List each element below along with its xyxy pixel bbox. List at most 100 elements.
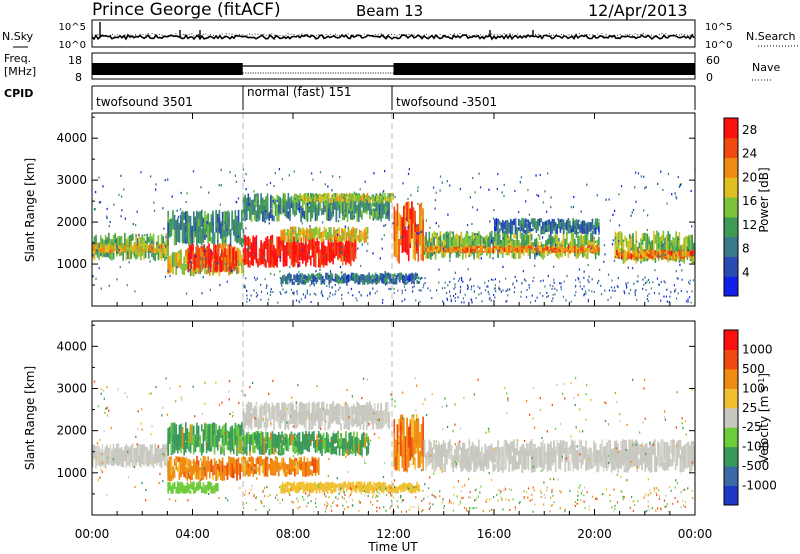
power-noise-cell — [473, 284, 475, 287]
power-cell — [386, 274, 388, 282]
power-noise-cell — [479, 186, 482, 189]
velocity-cell — [295, 440, 298, 447]
power-cell — [304, 275, 307, 279]
power-cell — [376, 281, 379, 284]
power-cell — [405, 282, 407, 285]
power-cell — [341, 231, 343, 240]
velocity-cell — [96, 444, 99, 457]
power-cell — [574, 248, 576, 252]
velocity-cell — [282, 401, 285, 418]
power-cell — [128, 235, 131, 243]
power-noise-cell — [525, 279, 527, 282]
velocity-cell — [300, 444, 302, 456]
velocity-cell — [239, 424, 241, 437]
power-noise-cell — [288, 212, 291, 215]
velocity-cell — [188, 486, 190, 494]
velocity-cell — [319, 437, 322, 454]
power-cell — [371, 195, 373, 198]
power-noise-cell — [309, 284, 311, 287]
power-cell — [324, 245, 326, 259]
power-noise-cell — [597, 281, 599, 285]
power-cell — [458, 251, 461, 254]
power-cell — [516, 247, 519, 254]
power-cell — [184, 211, 187, 224]
power-cell — [304, 193, 306, 198]
power-cell — [160, 244, 163, 249]
velocity-cell — [329, 448, 331, 454]
velocity-cell — [213, 488, 216, 494]
power-noise-cell — [512, 283, 514, 286]
power-noise-cell — [155, 183, 157, 186]
power-noise-cell — [306, 289, 308, 292]
power-noise-cell — [459, 288, 462, 291]
velocity-cell — [104, 446, 107, 457]
power-noise-cell — [401, 300, 403, 303]
power-noise-cell — [534, 244, 537, 248]
power-cell — [277, 236, 280, 257]
power-cell — [351, 238, 354, 248]
power-cell — [354, 275, 356, 283]
velocity-cell — [359, 439, 362, 456]
power-noise-cell — [487, 290, 489, 293]
power-noise-cell — [355, 297, 357, 300]
power-cell — [235, 251, 238, 261]
power-noise-cell — [671, 243, 673, 246]
power-noise-cell — [271, 216, 273, 219]
power-noise-cell — [549, 284, 551, 287]
power-cell — [594, 247, 597, 253]
power-cell — [550, 221, 552, 230]
power-cell — [322, 195, 325, 215]
power-cell — [339, 193, 341, 197]
power-noise-cell — [503, 183, 505, 186]
velocity-cell — [353, 442, 355, 453]
power-cell — [548, 224, 550, 229]
power-cell — [354, 245, 357, 259]
velocity-cell — [340, 405, 342, 419]
power-cell — [167, 216, 169, 223]
power-colorbar-tick: 8 — [742, 242, 750, 256]
power-cell — [382, 273, 385, 282]
power-cell — [503, 246, 506, 250]
power-cell — [280, 229, 283, 241]
power-noise-cell — [331, 286, 333, 289]
velocity-cell — [232, 461, 235, 479]
power-noise-cell — [405, 217, 407, 220]
power-cell — [392, 193, 394, 196]
power-cell — [339, 277, 342, 282]
power-noise-cell — [591, 290, 593, 293]
power-cell — [329, 246, 331, 263]
power-noise-cell — [375, 282, 377, 285]
power-noise-cell — [288, 265, 291, 268]
power-cell — [344, 227, 347, 236]
power-cell — [524, 219, 526, 228]
power-cell — [304, 230, 307, 236]
velocity-cell — [157, 444, 160, 461]
power-noise-cell — [220, 168, 222, 172]
velocity-cell — [316, 434, 318, 446]
power-noise-cell — [154, 188, 157, 191]
power-cell — [229, 244, 231, 259]
power-noise-cell — [352, 277, 354, 280]
velocity-cell — [317, 416, 320, 429]
velocity-cell — [191, 469, 193, 479]
power-noise-cell — [313, 292, 315, 295]
power-noise-cell — [346, 283, 348, 287]
velocity-cell — [176, 466, 179, 473]
power-noise-cell — [169, 274, 171, 277]
power-cell — [101, 250, 104, 258]
power-cell — [403, 226, 405, 252]
velocity-cell — [257, 432, 259, 439]
velocity-cell — [200, 469, 203, 481]
velocity-cell — [329, 442, 331, 448]
power-cell — [481, 237, 483, 254]
velocity-cell — [224, 466, 227, 476]
power-colorbar-frame — [723, 117, 739, 297]
power-cell — [661, 249, 663, 253]
power-noise-cell — [577, 276, 579, 279]
power-noise-cell — [500, 290, 502, 293]
power-cell — [562, 248, 565, 252]
velocity-cell — [135, 447, 137, 456]
power-noise-cell — [424, 277, 426, 280]
velocity-cell — [298, 460, 301, 468]
velocity-cell — [266, 434, 269, 445]
